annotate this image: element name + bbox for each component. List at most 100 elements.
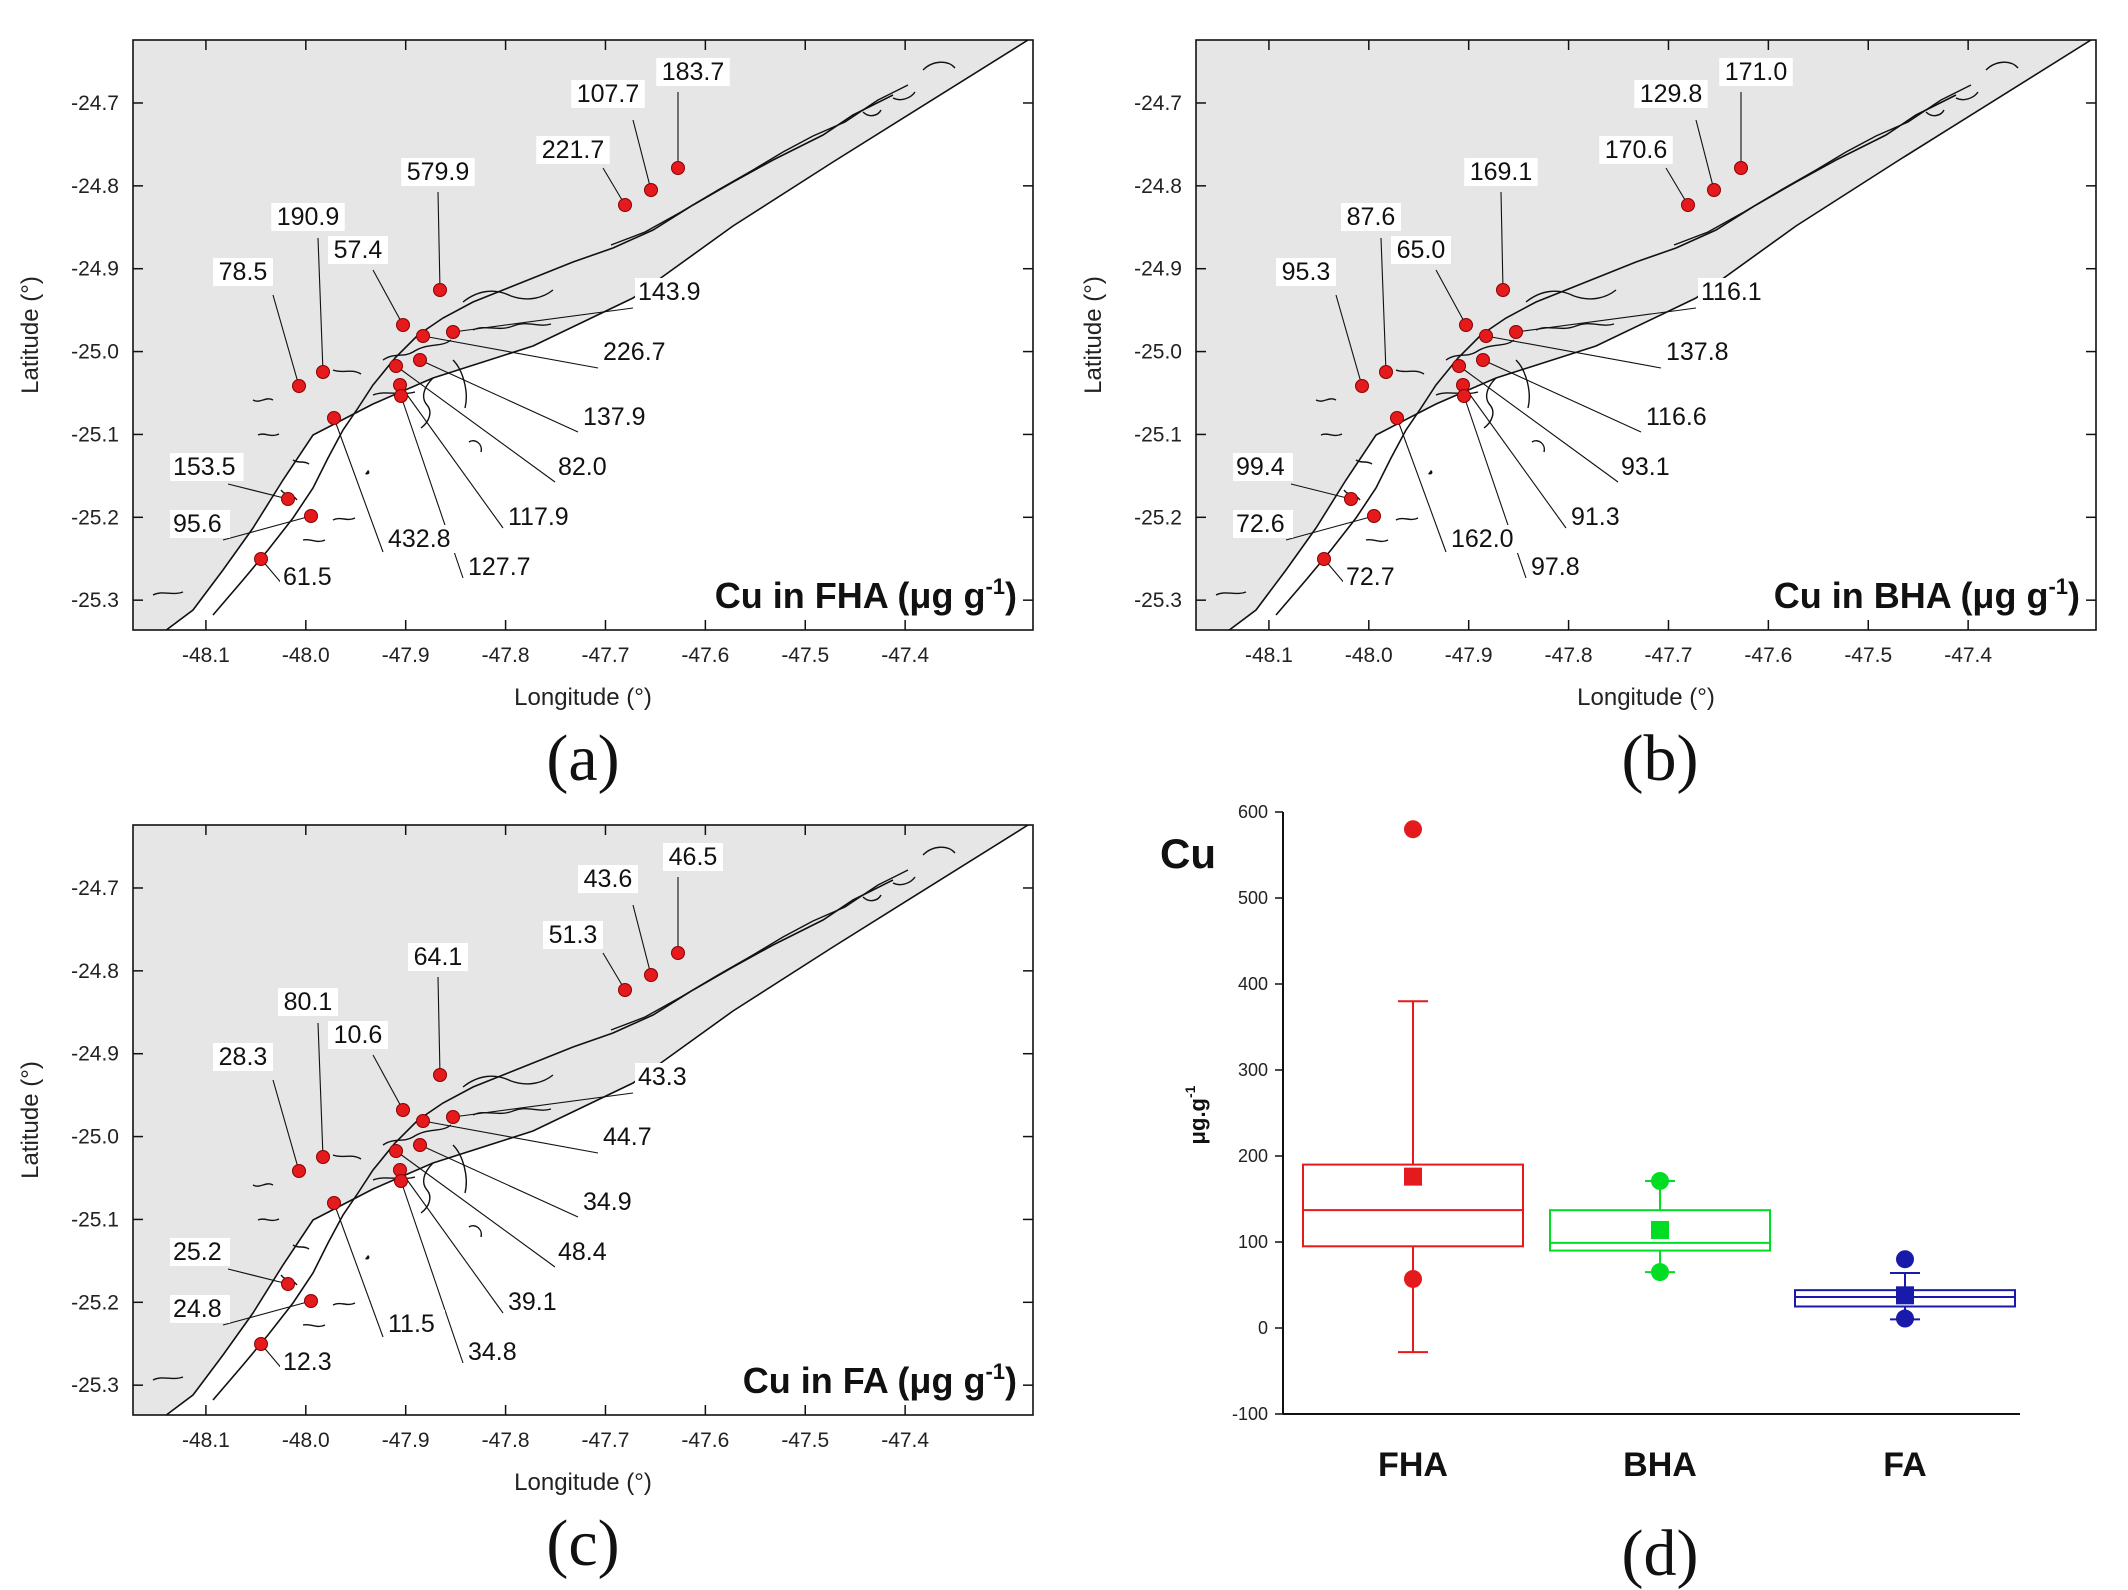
x-tick-label: -47.8 (482, 644, 530, 667)
y-tick-label: -24.8 (71, 960, 119, 983)
x-tick-label: -48.0 (282, 1429, 330, 1452)
station-marker (644, 968, 658, 982)
y-tick-label: -24.9 (71, 1043, 119, 1066)
x-tick-label: -47.4 (881, 644, 929, 667)
label-background (663, 843, 723, 871)
station-value-label: 24.8 (173, 1295, 222, 1323)
map-panel-a: -48.1 -48.0 -47.9 -47.8 -47.7 -47.6 -47.5 -47.4… (17, 39, 1034, 795)
station-marker (281, 1277, 295, 1291)
panel-letter: (a) (546, 722, 619, 795)
leader-line (422, 1120, 599, 1154)
mean-marker (1651, 1220, 1669, 1239)
station-value-label: 72.7 (1346, 563, 1395, 591)
station-value-label: 183.7 (662, 58, 725, 86)
station-value-label: 44.7 (603, 1123, 652, 1151)
station-value-label: 65.0 (1397, 236, 1446, 264)
label-background (1448, 525, 1522, 553)
x-tick-label: -47.8 (482, 1429, 530, 1452)
label-background (401, 158, 475, 186)
svg-text:μg.g-1: μg.g-1 (1182, 1085, 1210, 1144)
label-background (271, 203, 345, 231)
category-label: FHA (1378, 1446, 1448, 1484)
station-marker (413, 1138, 427, 1152)
station-value-label: 43.6 (584, 865, 633, 893)
station-value-label: 169.1 (1470, 158, 1533, 186)
leader-line (395, 365, 556, 483)
boxplot-y-tick: 200 (1238, 1146, 1268, 1166)
y-tick-label: -25.0 (1134, 341, 1182, 364)
station-value-label: 39.1 (508, 1288, 557, 1316)
label-background (408, 943, 468, 971)
label-background (571, 80, 645, 108)
y-tick-label: -25.1 (1134, 423, 1182, 446)
x-axis-label: Longitude (°) (514, 1469, 652, 1496)
label-background (580, 1188, 640, 1216)
station-marker (644, 183, 658, 197)
y-tick-label: -24.7 (1134, 92, 1182, 115)
label-background (1276, 258, 1336, 286)
station-value-label: 34.8 (468, 1338, 517, 1366)
station-value-label: 116.6 (1646, 403, 1707, 431)
leader-line (399, 384, 504, 529)
leader-line (419, 1144, 579, 1218)
label-background (1643, 403, 1717, 431)
x-tick-label: -48.1 (182, 1429, 230, 1452)
station-value-label: 116.1 (1701, 278, 1762, 306)
leader-line (419, 359, 579, 433)
station-marker (281, 492, 295, 506)
leader-line (222, 515, 312, 541)
label-background (543, 921, 603, 949)
station-value-label: 10.6 (334, 1021, 383, 1049)
y-tick-label: -24.8 (1134, 175, 1182, 198)
y-tick-label: -25.3 (71, 589, 119, 612)
min-marker (1896, 1309, 1914, 1328)
boxplot-series: FHA BHA FA (1302, 820, 2016, 1484)
station-value-label: 28.3 (219, 1043, 268, 1071)
leader-line (632, 904, 652, 976)
leader-line (333, 1202, 384, 1338)
station-value-label: 11.5 (388, 1310, 435, 1338)
y-tick-label: -24.8 (71, 175, 119, 198)
x-tick-label: -48.1 (182, 644, 230, 667)
station-marker (304, 509, 318, 523)
map-title: Cu in FA (μg g-1) (743, 1359, 1017, 1401)
boxplot-y-tick: 600 (1238, 802, 1268, 822)
station-value-label: 137.9 (583, 403, 646, 431)
station-marker (254, 552, 268, 566)
x-tick-label: -47.4 (1944, 644, 1992, 667)
map-frame (1195, 39, 2097, 631)
leader-line (272, 1079, 300, 1172)
label-background (1618, 453, 1678, 481)
leader-line (602, 952, 626, 991)
max-marker (1404, 820, 1422, 839)
station-marker (396, 1103, 410, 1117)
y-axis-label: Latitude (°) (1080, 276, 1107, 394)
station-marker (433, 1068, 447, 1082)
station-marker (327, 1196, 341, 1210)
station-value-label: 153.5 (173, 453, 236, 481)
y-tick-label: -24.7 (71, 92, 119, 115)
station-marker (413, 353, 427, 367)
station-value-label: 43.3 (638, 1063, 687, 1091)
station-value-label: 117.9 (508, 503, 569, 531)
label-background (170, 1238, 230, 1266)
station-value-label: 80.1 (284, 988, 333, 1016)
station-marker (254, 1337, 268, 1351)
label-background (385, 1310, 445, 1338)
station-value-label: 34.9 (583, 1188, 632, 1216)
label-background (1698, 278, 1772, 306)
station-value-label: 61.5 (283, 563, 332, 591)
station-value-label: 171.0 (1725, 58, 1788, 86)
label-background (635, 278, 709, 306)
station-value-label: 432.8 (388, 525, 451, 553)
station-value-label: 12.3 (283, 1348, 332, 1376)
station-marker (1476, 353, 1490, 367)
station-marker (1367, 509, 1381, 523)
station-marker (1379, 365, 1393, 379)
station-marker (1317, 552, 1331, 566)
leader-line (372, 1054, 404, 1111)
map-title: Cu in BHA (μg g-1) (1774, 574, 2080, 616)
station-marker (316, 1150, 330, 1164)
map-title: Cu in FHA (μg g-1) (715, 574, 1017, 616)
station-marker (1390, 411, 1404, 425)
